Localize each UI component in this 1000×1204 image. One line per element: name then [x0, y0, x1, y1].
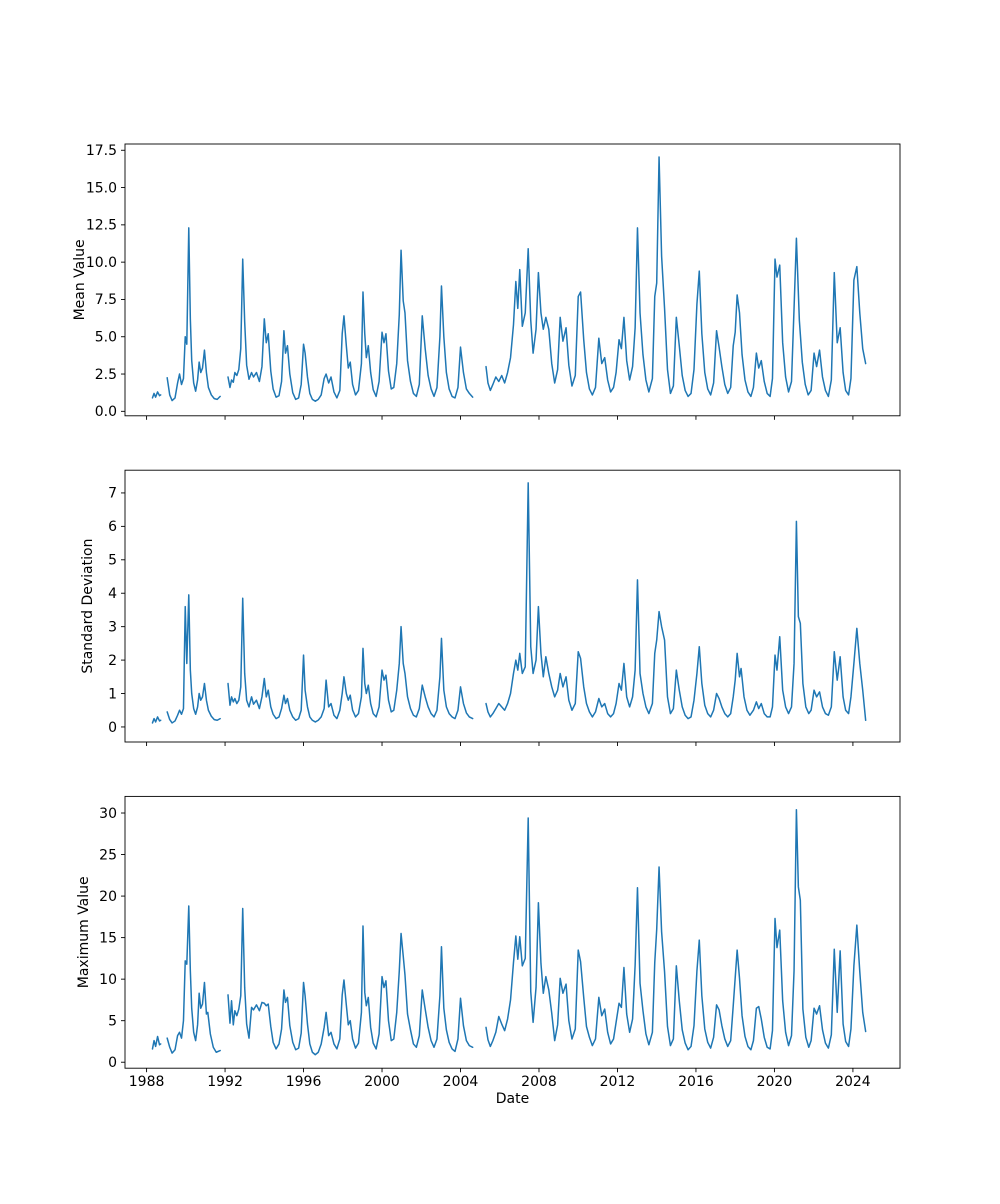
y-axis-label: Standard Deviation	[80, 539, 96, 674]
y-tick-label: 30	[99, 806, 117, 822]
x-tick-label: 2008	[521, 1074, 557, 1090]
y-tick-label: 1	[108, 686, 117, 702]
y-tick-label: 2	[108, 653, 117, 669]
y-tick-label: 6	[108, 519, 117, 535]
x-tick-label: 1992	[207, 1074, 243, 1090]
y-tick-label: 10	[99, 972, 117, 988]
y-tick-label: 3	[108, 619, 117, 635]
plot-border	[124, 469, 901, 743]
y-tick-label: 7.5	[95, 292, 117, 308]
data-line-segment	[166, 594, 221, 724]
y-axis-label: Maximum Value	[76, 876, 92, 988]
x-axis-label: Date	[496, 1091, 529, 1107]
x-tick-label: 2024	[835, 1074, 871, 1090]
y-tick-label: 7	[108, 486, 117, 502]
subplot-mean-value: 0.0 2.5 5.0 7.5 10.0 12.5 15.0 17.5 Mean Value	[72, 143, 901, 420]
y-tick-label: 20	[99, 889, 117, 905]
data-line-segment	[227, 249, 474, 402]
x-tick-label: 2004	[443, 1074, 479, 1090]
x-tick-label: 2012	[600, 1074, 636, 1090]
data-line-segment	[166, 905, 221, 1054]
plot-border	[124, 143, 901, 417]
y-tick-label: 17.5	[86, 143, 117, 159]
data-line-segment	[151, 1035, 162, 1050]
data-line-segment	[151, 716, 162, 724]
x-tick-label: 2000	[364, 1074, 400, 1090]
y-tick-label: 12.5	[86, 218, 117, 234]
y-tick-label: 15	[99, 930, 117, 946]
y-tick-label: 2.5	[95, 367, 117, 383]
subplot-standard-deviation: 0 1 2 3 4 5 6 7 Standard Deviation	[80, 469, 901, 746]
y-tick-label: 25	[99, 847, 117, 863]
x-tick-label: 2020	[757, 1074, 793, 1090]
y-tick-label: 15.0	[86, 180, 117, 196]
y-tick-label: 5	[108, 1013, 117, 1029]
plot-border	[124, 795, 901, 1069]
y-tick-label: 5	[108, 553, 117, 569]
x-tick-label: 1988	[129, 1074, 165, 1090]
y-tick-label: 5.0	[95, 330, 117, 346]
data-line-segment	[151, 391, 162, 399]
data-line-segment	[485, 808, 867, 1051]
y-axis-label: Mean Value	[72, 239, 88, 320]
subplot-maximum-value: 0 5 10 15 20 25 30 1988 1992 1996 2000 2004 2008 2012…	[76, 795, 901, 1107]
data-line-segment	[485, 482, 867, 722]
y-tick-label: 10.0	[86, 255, 117, 271]
y-tick-label: 0	[108, 720, 117, 736]
y-tick-label: 0.0	[95, 404, 117, 420]
data-line-segment	[227, 907, 474, 1056]
data-line-segment	[485, 156, 867, 398]
x-tick-label: 1996	[286, 1074, 322, 1090]
y-tick-label: 4	[108, 586, 117, 602]
data-line-segment	[166, 227, 221, 402]
y-tick-label: 0	[108, 1055, 117, 1071]
x-tick-label: 2016	[678, 1074, 714, 1090]
data-line-segment	[227, 597, 474, 723]
